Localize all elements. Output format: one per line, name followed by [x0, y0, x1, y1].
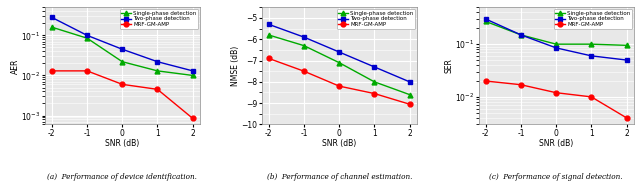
Line: Single-phase detection: Single-phase detection [49, 25, 195, 78]
Two-phase detection [517, 34, 525, 36]
Single-phase detection [371, 81, 378, 83]
MRF-GM-AMP [552, 92, 560, 94]
Line: Two-phase detection: Two-phase detection [266, 22, 412, 84]
MRF-GM-AMP [623, 117, 630, 119]
Two-phase detection [371, 66, 378, 68]
Line: Single-phase detection: Single-phase detection [266, 33, 412, 97]
Y-axis label: SER: SER [445, 58, 454, 73]
Two-phase detection [335, 51, 343, 53]
Two-phase detection [48, 16, 56, 18]
MRF-GM-AMP [189, 117, 196, 119]
Y-axis label: AER: AER [11, 58, 20, 74]
MRF-GM-AMP [118, 83, 126, 85]
Line: Two-phase detection: Two-phase detection [49, 15, 195, 73]
Two-phase detection [154, 61, 161, 63]
MRF-GM-AMP [517, 84, 525, 86]
Two-phase detection [552, 47, 560, 49]
Line: Two-phase detection: Two-phase detection [483, 17, 629, 62]
Single-phase detection [406, 94, 413, 96]
Single-phase detection [118, 61, 126, 63]
Text: (b)  Performance of channel estimation.: (b) Performance of channel estimation. [266, 173, 412, 181]
Two-phase detection [83, 34, 91, 36]
X-axis label: SNR (dB): SNR (dB) [322, 139, 356, 148]
MRF-GM-AMP [265, 57, 273, 59]
Two-phase detection [482, 18, 490, 20]
Text: (a)  Performance of device identification.: (a) Performance of device identification… [47, 173, 197, 181]
Legend: Single-phase detection, Two-phase detection, MRF-GM-AMP: Single-phase detection, Two-phase detect… [554, 9, 632, 29]
X-axis label: SNR (dB): SNR (dB) [539, 139, 573, 148]
Two-phase detection [265, 23, 273, 25]
MRF-GM-AMP [371, 92, 378, 95]
Single-phase detection [623, 44, 630, 46]
Single-phase detection [482, 20, 490, 23]
MRF-GM-AMP [154, 88, 161, 90]
MRF-GM-AMP [48, 70, 56, 72]
Line: MRF-GM-AMP: MRF-GM-AMP [266, 56, 412, 107]
Text: (c)  Performance of signal detection.: (c) Performance of signal detection. [490, 173, 623, 181]
Two-phase detection [189, 70, 196, 72]
Single-phase detection [154, 70, 161, 72]
Single-phase detection [300, 44, 308, 47]
Two-phase detection [406, 81, 413, 83]
Single-phase detection [335, 62, 343, 64]
Single-phase detection [189, 74, 196, 76]
Legend: Single-phase detection, Two-phase detection, MRF-GM-AMP: Single-phase detection, Two-phase detect… [120, 9, 198, 29]
Two-phase detection [300, 36, 308, 38]
Single-phase detection [517, 34, 525, 36]
MRF-GM-AMP [83, 70, 91, 72]
Legend: Single-phase detection, Two-phase detection, MRF-GM-AMP: Single-phase detection, Two-phase detect… [337, 9, 415, 29]
MRF-GM-AMP [482, 80, 490, 82]
Two-phase detection [588, 55, 595, 57]
Single-phase detection [48, 26, 56, 28]
Single-phase detection [552, 43, 560, 45]
Line: Single-phase detection: Single-phase detection [483, 19, 629, 48]
MRF-GM-AMP [300, 70, 308, 72]
MRF-GM-AMP [588, 96, 595, 98]
MRF-GM-AMP [335, 85, 343, 87]
Two-phase detection [118, 48, 126, 50]
MRF-GM-AMP [406, 103, 413, 105]
Single-phase detection [83, 37, 91, 39]
Line: MRF-GM-AMP: MRF-GM-AMP [483, 79, 629, 120]
Line: MRF-GM-AMP: MRF-GM-AMP [49, 68, 195, 121]
Single-phase detection [588, 43, 595, 45]
Two-phase detection [623, 59, 630, 61]
X-axis label: SNR (dB): SNR (dB) [105, 139, 140, 148]
Single-phase detection [265, 34, 273, 36]
Y-axis label: NMSE (dB): NMSE (dB) [231, 46, 240, 86]
